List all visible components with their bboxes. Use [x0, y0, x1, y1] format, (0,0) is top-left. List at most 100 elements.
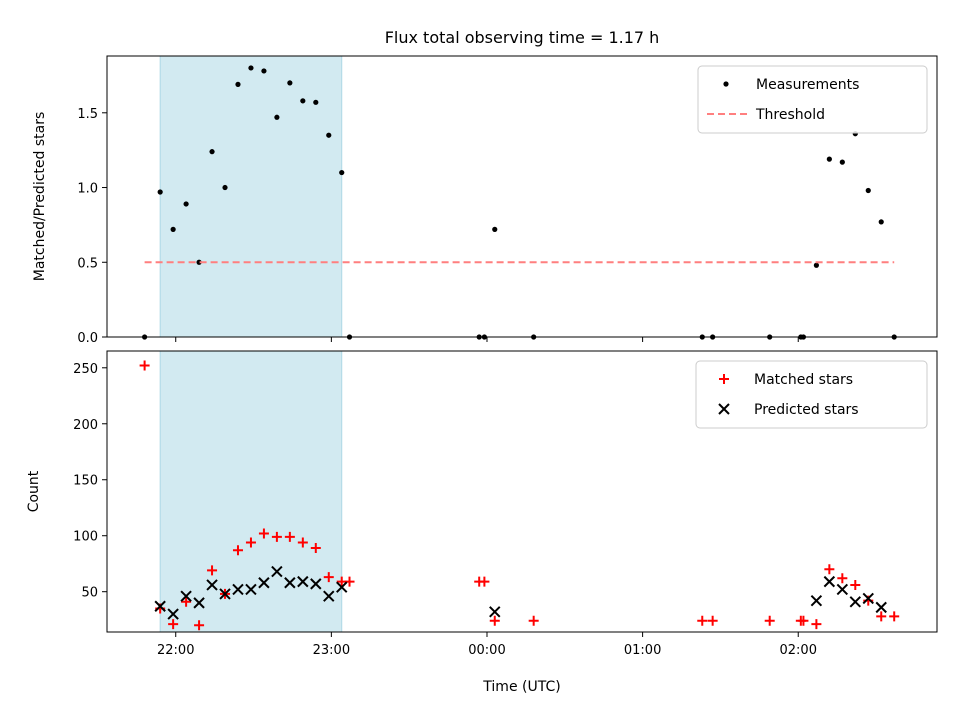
measurements-point	[157, 189, 163, 195]
matched-stars-point	[344, 576, 355, 587]
matched-stars-point	[707, 615, 718, 626]
matched-stars-point	[194, 620, 205, 631]
predicted-stars-point	[823, 575, 836, 588]
highlight-span	[159, 350, 343, 633]
matched-stars-point	[297, 537, 308, 548]
y-tick-label: 1.5	[77, 107, 98, 122]
x-tick-label: 22:00	[157, 643, 194, 658]
measurements-point	[170, 226, 176, 232]
measurements-point	[878, 219, 884, 225]
predicted-stars-point	[193, 597, 205, 609]
matched-stars-point	[181, 596, 192, 607]
matched-stars-point	[207, 565, 218, 576]
matched-stars-point	[284, 531, 295, 542]
matched-stars-point	[824, 564, 835, 575]
matched-stars-point	[258, 528, 269, 539]
x-tick-label: 23:00	[313, 643, 350, 658]
predicted-stars-point	[258, 577, 270, 589]
matched-stars-point	[798, 615, 809, 626]
matched-stars-point	[850, 579, 861, 590]
predicted-stars-point	[180, 590, 192, 602]
matched-stars-point	[479, 576, 490, 587]
predicted-stars-point	[219, 588, 231, 600]
measurements-point	[492, 226, 498, 232]
matched-stars-point	[889, 611, 900, 622]
predicted-stars-point	[206, 579, 218, 591]
matched-stars-point	[323, 572, 334, 583]
highlight-span	[159, 55, 343, 338]
measurements-point	[248, 65, 254, 71]
y-axis-label: Matched/Predicted stars	[32, 112, 48, 282]
matched-stars-point	[876, 611, 887, 622]
chart-title: Flux total observing time = 1.17 h	[385, 28, 660, 47]
y-axis-label: Count	[26, 470, 42, 512]
predicted-stars-point	[284, 577, 296, 589]
y-tick-label: 0.0	[77, 331, 98, 346]
matched-stars-point	[232, 545, 243, 556]
count-panel: 22:00 23:00 00:00 01:00 02:00 50 100 150 200 250 C…	[26, 350, 938, 658]
matched-stars-point	[271, 531, 282, 542]
predicted-stars-point	[336, 581, 348, 593]
measurements-point	[287, 80, 293, 86]
predicted-stars-point	[167, 608, 179, 620]
legend-matched-stars-label: Matched stars	[754, 372, 853, 388]
matched-stars-point	[310, 543, 321, 554]
measurements-point	[300, 98, 306, 104]
matched-stars-point	[837, 573, 848, 584]
predicted-stars-point	[875, 601, 887, 614]
predicted-stars-point	[862, 592, 874, 605]
measurements-point	[209, 149, 215, 155]
predicted-stars-point	[310, 578, 322, 590]
y-tick-label: 150	[73, 474, 98, 489]
predicted-stars-point	[232, 583, 244, 596]
measurements-point	[339, 169, 345, 176]
matched-stars-point	[245, 537, 256, 548]
y-tick-label: 0.5	[77, 256, 98, 271]
legend-measurements-marker	[723, 81, 729, 87]
y-tick-label: 250	[73, 362, 98, 377]
measurements-point	[183, 201, 189, 207]
legend-matched-stars-marker	[719, 374, 729, 384]
matched-stars-point	[764, 615, 775, 626]
legend-box	[697, 65, 928, 134]
predicted-stars-point	[836, 583, 849, 596]
measurements-point	[274, 114, 280, 120]
y-tick-label: 200	[73, 418, 98, 433]
predicted-stars-point	[323, 590, 335, 602]
plot-frame	[106, 350, 938, 633]
matched-stars-point	[697, 615, 708, 626]
measurements-point	[326, 132, 332, 138]
predicted-stars-point	[810, 594, 823, 607]
predicted-stars-point	[271, 565, 283, 578]
predicted-stars-point	[489, 606, 501, 618]
measurements-point	[865, 187, 871, 194]
matched-stars-point	[811, 619, 822, 630]
x-axis-label: Time (UTC)	[482, 679, 560, 695]
measurements-point	[826, 156, 832, 162]
y-tick-label: 1.0	[77, 182, 98, 197]
x-tick-label: 01:00	[624, 643, 661, 658]
legend-predicted-stars-label: Predicted stars	[754, 402, 859, 418]
x-tick-label: 02:00	[780, 643, 817, 658]
y-tick-label: 50	[81, 586, 98, 601]
measurements-point	[313, 99, 319, 105]
measurements-point	[839, 159, 845, 165]
predicted-stars-point	[297, 575, 309, 588]
x-tick-label: 00:00	[468, 643, 505, 658]
y-tick-label: 100	[73, 530, 98, 545]
predicted-stars-point	[849, 596, 862, 608]
legend-measurements-label: Measurements	[756, 77, 859, 93]
legend-predicted-stars-marker	[718, 403, 730, 415]
matched-stars-point	[139, 360, 150, 371]
matched-stars-point	[168, 619, 179, 630]
plot-frame	[106, 55, 938, 338]
measurements-point	[235, 81, 241, 87]
measurements-point	[196, 259, 202, 265]
measurements-point	[261, 68, 267, 74]
predicted-stars-point	[245, 583, 257, 596]
legend-threshold-label: Threshold	[755, 107, 825, 123]
ratio-panel: 0.0 0.5 1.0 1.5 Matched/Predicted stars Measu…	[32, 55, 938, 346]
matched-stars-point	[528, 615, 539, 626]
matched-stars-point	[489, 615, 500, 626]
